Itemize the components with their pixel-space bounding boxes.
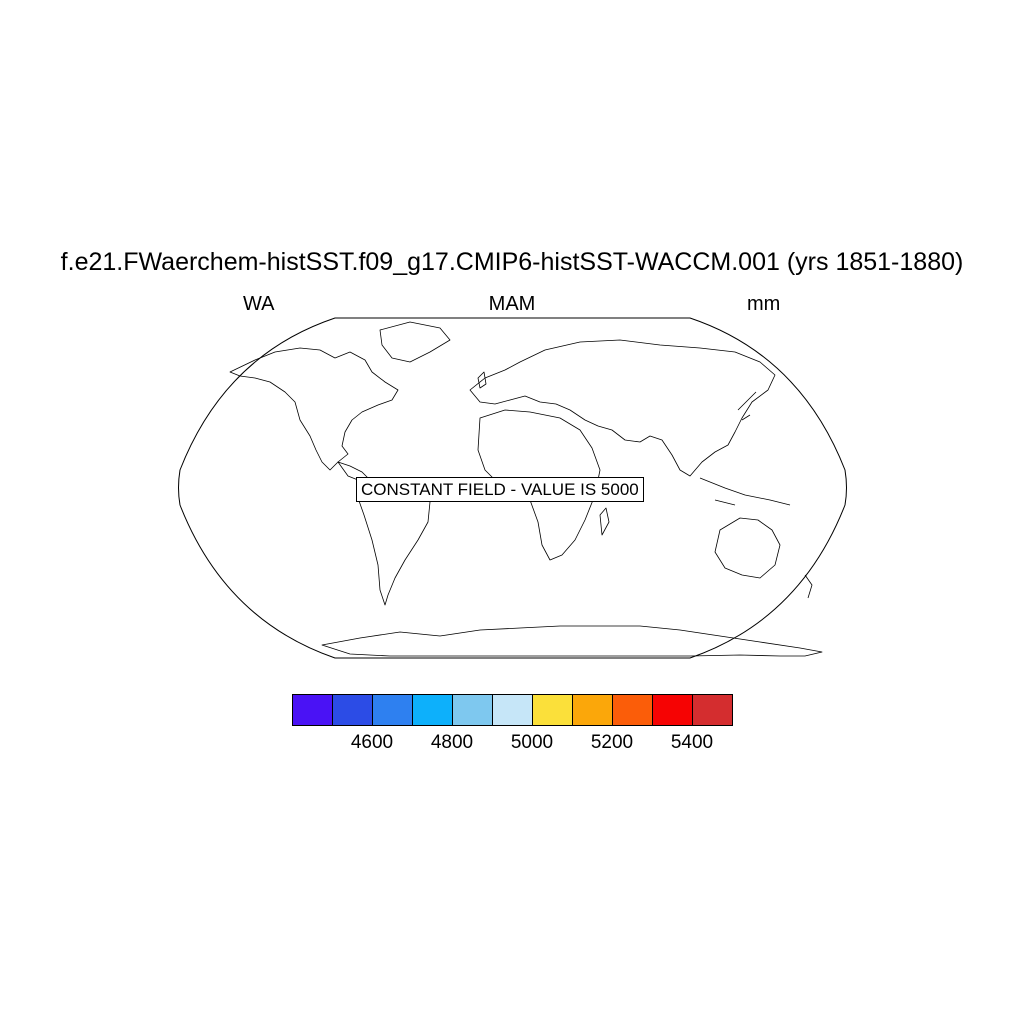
colorbar-box xyxy=(493,695,533,725)
variable-label: WA xyxy=(243,293,275,315)
colorbar-box xyxy=(333,695,373,725)
colorbar-tick-label: 4600 xyxy=(350,732,394,753)
madagascar-coastline xyxy=(599,507,610,536)
colorbar-tick-label: 5200 xyxy=(590,732,634,753)
colorbar-box xyxy=(413,695,453,725)
units-label: mm xyxy=(747,293,781,315)
australia-coastline xyxy=(714,517,781,579)
japan-coastline xyxy=(737,391,757,421)
new-zealand-coastline xyxy=(804,574,813,599)
colorbar-box xyxy=(453,695,493,725)
uk-coastline xyxy=(477,371,487,389)
colorbar-tick-label: 4800 xyxy=(430,732,474,753)
constant-field-annotation: CONSTANT FIELD - VALUE IS 5000 xyxy=(356,477,644,502)
colorbar-tick-label: 5400 xyxy=(670,732,714,753)
greenland-coastline xyxy=(379,321,451,363)
colorbar-tick-label: 5000 xyxy=(510,732,554,753)
colorbar xyxy=(292,694,733,726)
colorbar-box xyxy=(693,695,732,725)
north-america-coastline xyxy=(229,347,399,471)
map-border xyxy=(178,317,847,659)
colorbar-box xyxy=(613,695,653,725)
indonesia-coastline xyxy=(699,477,791,506)
season-label: MAM xyxy=(488,293,536,315)
colorbar-box xyxy=(533,695,573,725)
colorbar-box xyxy=(293,695,333,725)
colorbar-box xyxy=(653,695,693,725)
colorbar-box xyxy=(373,695,413,725)
antarctica-coastline xyxy=(321,625,823,657)
colorbar-box xyxy=(573,695,613,725)
plot-title: f.e21.FWaerchem-histSST.f09_g17.CMIP6-hi… xyxy=(60,248,964,276)
eurasia-coastline xyxy=(469,339,776,477)
